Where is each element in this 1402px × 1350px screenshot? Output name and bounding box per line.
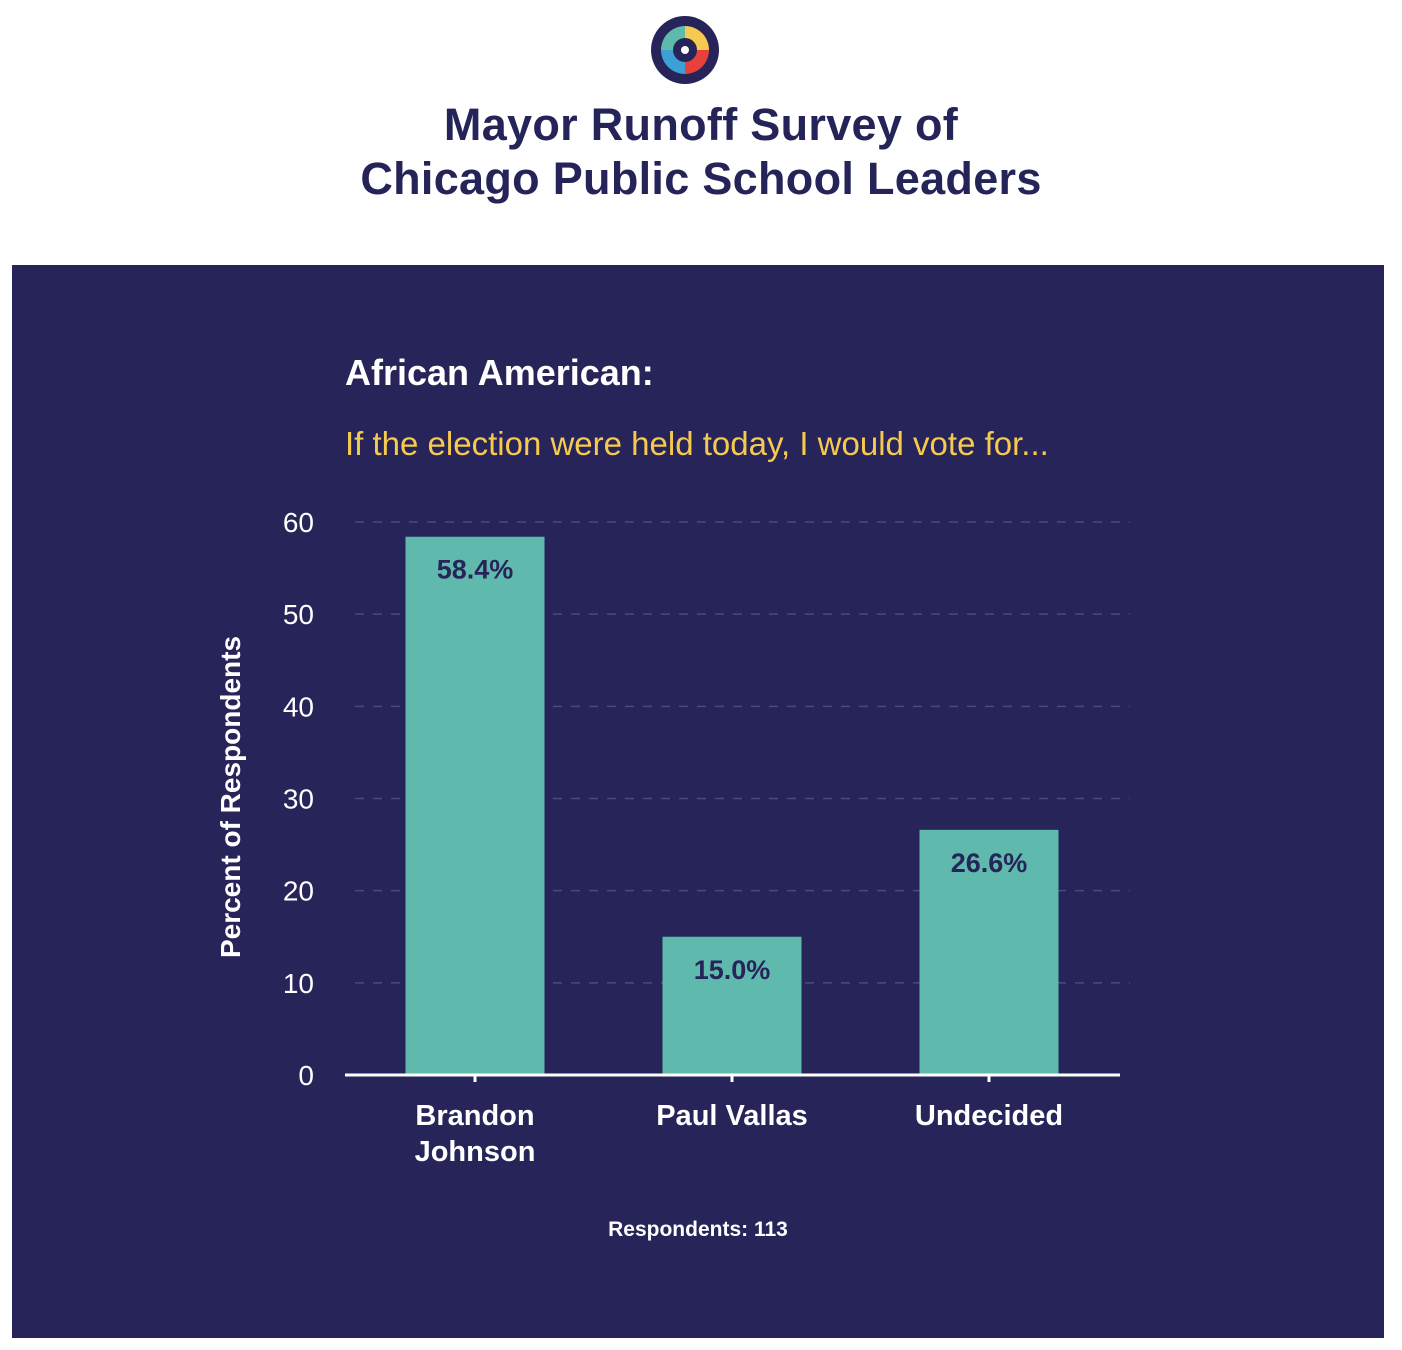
survey-logo-icon (650, 15, 720, 85)
y-axis-title: Percent of Respondents (215, 636, 246, 958)
y-tick-label: 10 (283, 968, 314, 999)
data-label: 58.4% (437, 555, 514, 585)
y-tick-label: 20 (283, 876, 314, 907)
x-category-label: Brandon Johnson (415, 1100, 536, 1168)
bar-chart: African American: If the election were h… (215, 352, 1130, 1241)
y-tick-label: 40 (283, 691, 314, 722)
data-label: 26.6% (951, 848, 1028, 878)
chart-panel: African American: If the election were h… (12, 265, 1384, 1338)
data-label: 15.0% (694, 955, 771, 985)
y-tick-label: 50 (283, 599, 314, 630)
y-tick-label: 30 (283, 784, 314, 815)
respondents-footnote: Respondents: 113 (608, 1218, 788, 1241)
x-category-label: Undecided (915, 1100, 1063, 1132)
x-category-label: Paul Vallas (656, 1100, 808, 1132)
chart-subtitle: If the election were held today, I would… (345, 425, 1049, 462)
y-tick-label: 60 (283, 507, 314, 538)
chart-heading: African American: (345, 352, 654, 393)
bar-2 (919, 829, 1059, 1075)
page-title: Mayor Runoff Survey of Chicago Public Sc… (360, 99, 1042, 204)
y-tick-label: 0 (298, 1060, 314, 1091)
bar-0 (405, 536, 545, 1075)
bar-1 (662, 936, 802, 1075)
